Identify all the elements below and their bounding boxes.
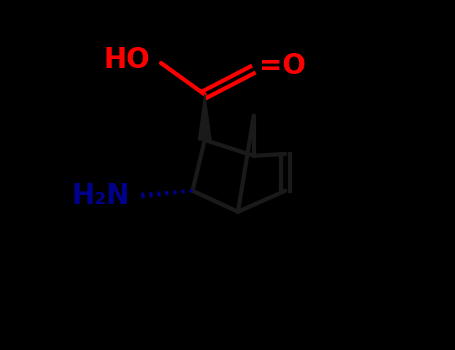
Text: =O: =O [259,52,306,80]
Text: H₂N: H₂N [71,182,130,210]
Polygon shape [198,94,211,140]
Text: HO: HO [104,46,151,74]
